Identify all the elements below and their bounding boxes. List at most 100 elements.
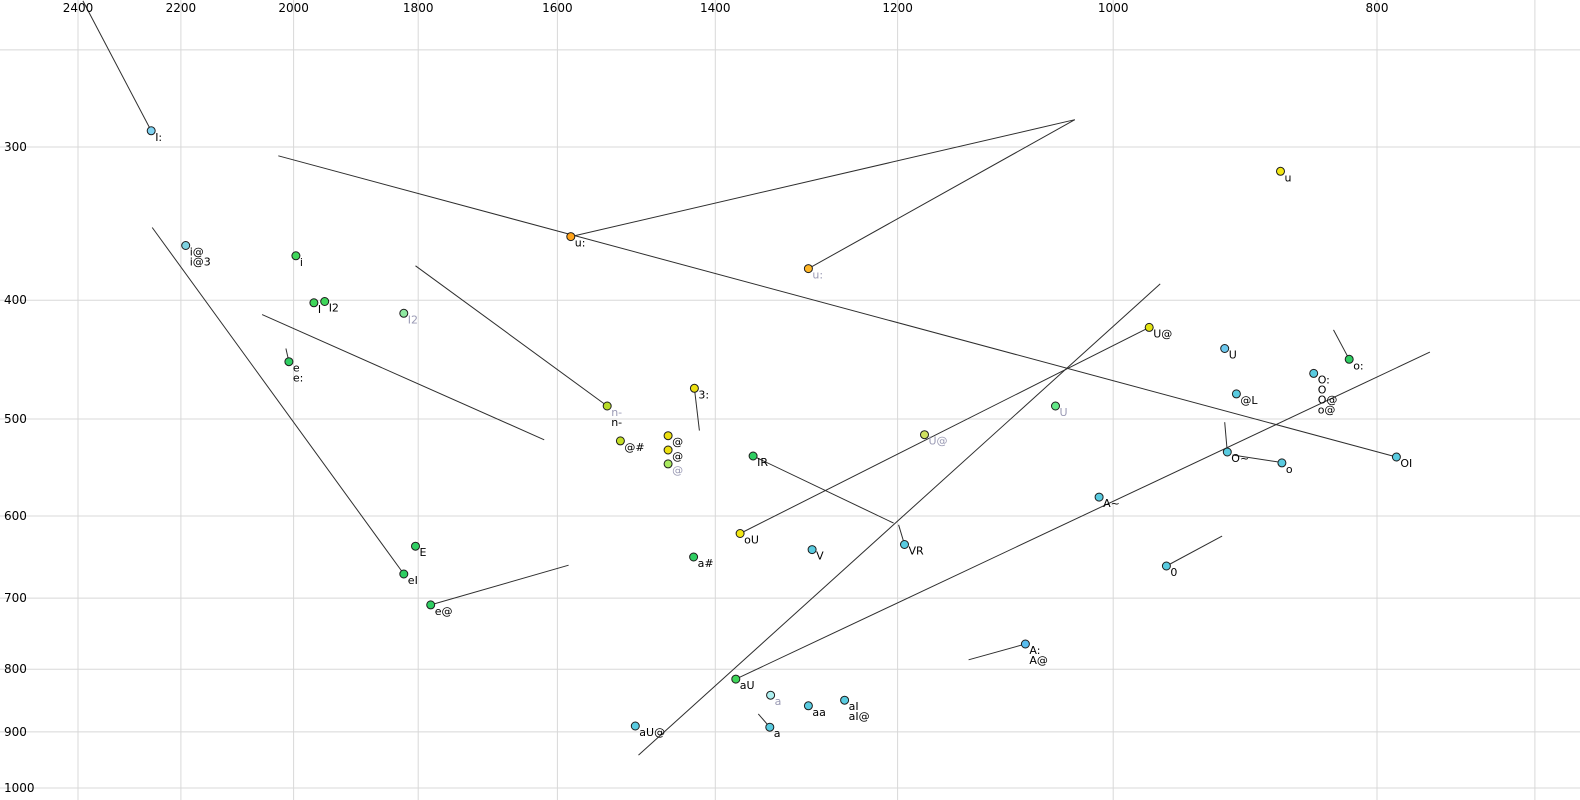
y-tick-label: 600 (4, 509, 27, 523)
data-point-u:[interactable] (566, 232, 576, 242)
data-point-aI[interactable] (840, 695, 850, 705)
data-point-aa[interactable] (803, 701, 813, 711)
trajectory-line (261, 314, 545, 441)
point-label: VR (909, 545, 925, 558)
point-label: @ (672, 450, 683, 463)
data-point-0[interactable] (1161, 561, 1171, 571)
y-tick-label: 700 (4, 591, 27, 605)
data-point-O~[interactable] (1222, 447, 1232, 457)
point-label: U@ (929, 435, 948, 448)
trajectory-line (739, 326, 1150, 534)
data-point-E[interactable] (411, 541, 420, 551)
point-label: I (318, 303, 321, 316)
data-point-O:[interactable] (1309, 368, 1319, 378)
trajectory-line (151, 227, 405, 575)
data-point-@#[interactable] (615, 436, 625, 446)
point-label: aI (849, 700, 859, 713)
data-point-i[interactable] (291, 251, 301, 261)
data-point-IR[interactable] (748, 451, 758, 461)
y-tick-label: 900 (4, 725, 27, 739)
data-point-@[interactable] (663, 459, 673, 469)
data-point-o[interactable] (1277, 458, 1287, 468)
data-point-aU[interactable] (731, 674, 741, 684)
data-point-a#[interactable] (689, 552, 699, 562)
data-point-n-[interactable] (602, 401, 612, 411)
point-label: o@ (1318, 403, 1336, 416)
point-label: A@ (1029, 654, 1048, 667)
point-label: O (1318, 383, 1327, 396)
x-tick-label: 1000 (1098, 1, 1129, 15)
data-point-@[interactable] (663, 445, 673, 455)
x-tick-label: 1800 (403, 1, 434, 15)
data-point-@[interactable] (663, 431, 673, 441)
point-label: u: (812, 269, 823, 282)
point-label: U (1060, 406, 1068, 419)
point-label: o (1286, 463, 1293, 476)
trajectory-line (1224, 422, 1228, 453)
data-point-eI[interactable] (399, 569, 409, 579)
point-label: i@3 (190, 256, 211, 269)
data-point-U@[interactable] (920, 430, 929, 440)
data-point-o:[interactable] (1344, 354, 1354, 364)
point-label: @ (672, 464, 683, 477)
data-point-e@[interactable] (426, 600, 436, 610)
point-label: aI@ (849, 710, 870, 723)
point-label: @ (672, 436, 683, 449)
trajectory-line (735, 351, 1431, 680)
data-point-u:[interactable] (803, 264, 813, 274)
trajectory-line (82, 0, 152, 132)
point-label: n- (611, 406, 622, 419)
data-point-aU@[interactable] (630, 721, 640, 731)
data-point-u[interactable] (1276, 166, 1285, 176)
point-label: a (774, 727, 781, 740)
trajectory-line (968, 643, 1026, 661)
point-label: I: (155, 131, 162, 144)
point-label: U@ (1153, 327, 1172, 340)
point-label: e (293, 362, 300, 375)
point-label: a (775, 695, 782, 708)
y-tick-label: 300 (4, 140, 27, 154)
trajectory-line (1166, 535, 1223, 567)
trajectory-line (638, 283, 1161, 756)
point-label: OI (1400, 457, 1412, 470)
trajectory-line (570, 119, 1075, 238)
point-label: aU@ (639, 726, 665, 739)
trajectory-line (808, 119, 1076, 270)
data-point-@L[interactable] (1231, 389, 1241, 399)
point-label: U (1229, 349, 1237, 362)
data-point-V[interactable] (807, 545, 817, 555)
data-point-A~[interactable] (1094, 492, 1104, 502)
data-point-i@[interactable] (181, 241, 191, 250)
point-label: 0 (1170, 566, 1177, 579)
data-point-I:[interactable] (146, 126, 156, 136)
data-point-U[interactable] (1051, 401, 1060, 411)
data-point-U[interactable] (1220, 344, 1230, 353)
data-point-U@[interactable] (1144, 322, 1154, 332)
point-label: A: (1029, 644, 1040, 657)
trajectory-line (693, 388, 700, 431)
point-label: I2 (329, 302, 339, 315)
y-tick-label: 500 (4, 412, 27, 426)
data-point-A:[interactable] (1020, 639, 1030, 649)
trajectory-line (430, 564, 569, 606)
data-point-VR[interactable] (900, 540, 909, 549)
point-label: i@ (190, 246, 204, 259)
data-point-a[interactable] (765, 722, 775, 732)
point-label: aU (740, 679, 755, 692)
data-point-OI[interactable] (1391, 452, 1401, 462)
data-point-oU[interactable] (735, 529, 745, 538)
x-tick-label: 2400 (63, 1, 94, 15)
data-point-3:[interactable] (689, 383, 699, 393)
y-tick-label: 400 (4, 293, 27, 307)
data-point-I2[interactable] (399, 308, 409, 318)
data-point-a[interactable] (766, 690, 776, 700)
x-tick-label: 1400 (700, 1, 731, 15)
x-tick-label: 800 (1366, 1, 1389, 15)
x-tick-label: 1200 (882, 1, 913, 15)
data-point-I[interactable] (309, 298, 319, 308)
data-point-I2[interactable] (320, 297, 330, 306)
data-point-e[interactable] (284, 357, 294, 367)
point-label: i (300, 256, 303, 269)
